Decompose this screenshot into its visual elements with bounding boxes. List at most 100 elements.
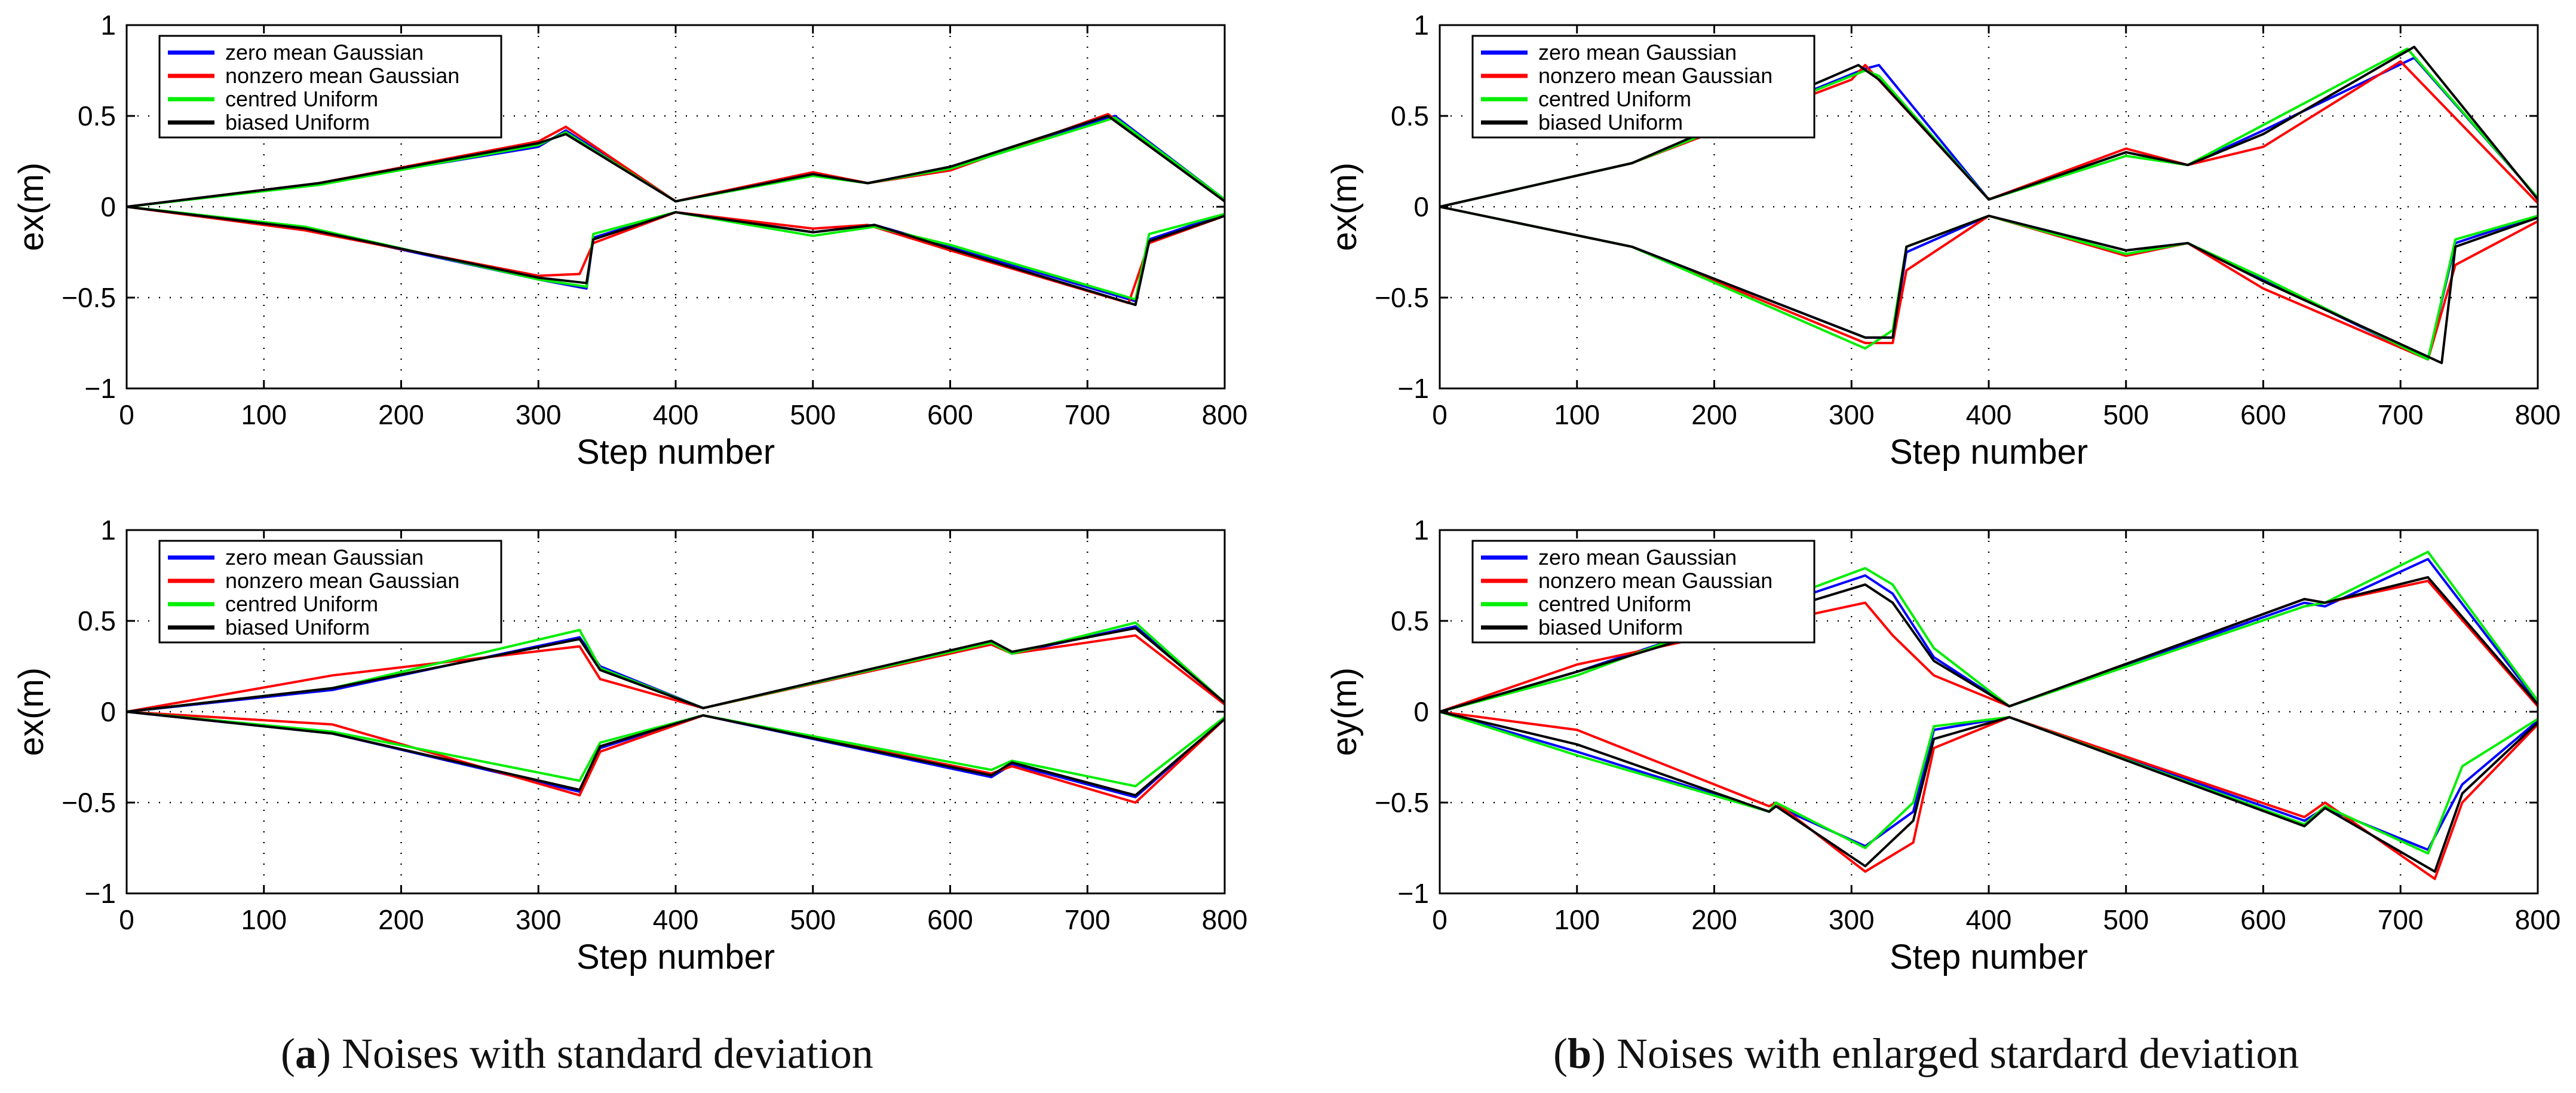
y-tick-label: −1 — [1398, 878, 1429, 909]
series-line-biased-uniform-upper — [127, 627, 1225, 713]
caption-b-letter: b — [1567, 1030, 1592, 1077]
legend-entry: centred Uniform — [225, 592, 378, 616]
x-tick-label: 200 — [378, 904, 424, 935]
legend-entry: biased Uniform — [1538, 615, 1683, 639]
legend-entry: biased Uniform — [225, 615, 370, 639]
y-tick-label: 1 — [100, 515, 116, 546]
legend-box — [158, 540, 502, 644]
legend-box — [158, 35, 502, 139]
series-line-centred-uniform-lower — [127, 206, 1225, 301]
y-tick-label: −1 — [85, 373, 116, 404]
x-tick-label: 300 — [516, 904, 562, 935]
y-axis-label: ex(m) — [12, 668, 51, 756]
x-tick-label: 800 — [1202, 904, 1248, 935]
legend-entry: centred Uniform — [225, 87, 378, 111]
x-tick-label: 500 — [790, 399, 836, 430]
legend-entry: nonzero mean Gaussian — [225, 63, 459, 88]
series-line-nonzero-mean-gaussian-upper — [127, 634, 1225, 713]
y-tick-label: −1 — [85, 878, 116, 909]
caption-a-letter: a — [295, 1030, 317, 1077]
x-tick-label: 400 — [1966, 904, 2012, 935]
caption-b: (b) Noises with enlarged stardard deviat… — [1553, 1030, 2299, 1077]
x-tick-label: 100 — [241, 399, 287, 430]
x-tick-label: 0 — [1432, 904, 1448, 935]
x-tick-label: 600 — [927, 904, 973, 935]
y-tick-label: −0.5 — [1375, 282, 1429, 313]
y-axis-label: ex(m) — [1325, 163, 1364, 251]
legend-entry: zero mean Gaussian — [1538, 40, 1737, 65]
legend-entry: nonzero mean Gaussian — [1538, 568, 1772, 593]
legend-entry: biased Uniform — [1538, 110, 1683, 134]
x-tick-label: 0 — [1432, 399, 1448, 430]
legend-entry: nonzero mean Gaussian — [225, 568, 459, 593]
x-tick-label: 700 — [1065, 904, 1111, 935]
x-tick-label: 700 — [1065, 399, 1111, 430]
x-tick-label: 400 — [1966, 399, 2012, 430]
x-tick-label: 600 — [2240, 399, 2286, 430]
series-line-biased-uniform-lower — [1440, 711, 2538, 873]
x-tick-label: 0 — [119, 904, 134, 935]
x-tick-label: 500 — [2103, 904, 2149, 935]
x-tick-label: 600 — [927, 399, 973, 430]
legend-entry: nonzero mean Gaussian — [1538, 63, 1772, 88]
x-tick-label: 100 — [241, 904, 287, 935]
y-tick-label: 0 — [100, 191, 116, 222]
series-line-zero-mean-gaussian-lower — [127, 206, 1225, 303]
series-line-centred-uniform-lower — [1440, 206, 2538, 361]
legend-box — [1471, 540, 1816, 644]
y-tick-label: 0.5 — [78, 605, 116, 636]
legend-entry: zero mean Gaussian — [1538, 545, 1737, 570]
x-tick-label: 800 — [2515, 399, 2561, 430]
chart-b-bottom: 0 100 200 300 400 500 600 700 800 −1 −0.5 0 0.5 1 Step… — [1325, 515, 2560, 976]
x-tick-label: 800 — [1202, 399, 1248, 430]
y-axis-label: ey(m) — [1325, 668, 1364, 756]
series-line-biased-uniform-lower — [127, 711, 1225, 797]
caption-a: (a) Noises with standard deviation — [281, 1030, 873, 1077]
plot-area — [127, 113, 1225, 307]
caption-a-text: Noises with standard deviation — [341, 1030, 873, 1077]
x-axis-label: Step number — [576, 938, 775, 976]
chart-a-top: 0 100 200 300 400 500 600 700 800 −1 −0.5 0 0.5 1 Step… — [12, 10, 1247, 472]
plot-area — [127, 621, 1225, 804]
x-tick-label: 500 — [2103, 399, 2149, 430]
x-tick-label: 200 — [378, 399, 424, 430]
x-tick-label: 800 — [2515, 904, 2561, 935]
y-tick-label: 0.5 — [1391, 100, 1429, 131]
x-tick-label: 400 — [653, 399, 699, 430]
x-tick-label: 600 — [2240, 904, 2286, 935]
y-tick-label: −0.5 — [62, 282, 116, 313]
legend-entry: zero mean Gaussian — [225, 545, 424, 570]
x-axis-label: Step number — [576, 433, 775, 472]
y-tick-label: 1 — [1413, 10, 1429, 41]
caption-b-text: Noises with enlarged stardard deviation — [1617, 1030, 2299, 1077]
x-tick-label: 300 — [516, 399, 562, 430]
x-axis-label: Step number — [1890, 938, 2088, 976]
x-tick-label: 700 — [2378, 399, 2424, 430]
legend-box — [1471, 35, 1816, 139]
y-tick-label: 0.5 — [1391, 605, 1429, 636]
y-tick-label: 0 — [100, 696, 116, 727]
x-tick-label: 300 — [1829, 904, 1875, 935]
x-tick-label: 700 — [2378, 904, 2424, 935]
x-tick-label: 200 — [1691, 399, 1737, 430]
x-tick-label: 500 — [790, 904, 836, 935]
x-tick-label: 100 — [1554, 399, 1600, 430]
x-tick-label: 400 — [653, 904, 699, 935]
x-tick-label: 0 — [119, 399, 134, 430]
x-axis-label: Step number — [1890, 433, 2088, 472]
series-line-nonzero-mean-gaussian-lower — [127, 206, 1225, 305]
x-tick-label: 300 — [1829, 399, 1875, 430]
x-tick-label: 100 — [1554, 904, 1600, 935]
x-tick-label: 200 — [1691, 904, 1737, 935]
series-line-biased-uniform-lower — [127, 206, 1225, 307]
y-tick-label: 1 — [100, 10, 116, 41]
y-tick-label: 0 — [1413, 696, 1429, 727]
chart-a-bottom: 0 100 200 300 400 500 600 700 800 −1 −0.5 0 0.5 1 Step… — [12, 515, 1247, 976]
legend-entry: biased Uniform — [225, 110, 370, 134]
y-tick-label: −0.5 — [1375, 787, 1429, 818]
